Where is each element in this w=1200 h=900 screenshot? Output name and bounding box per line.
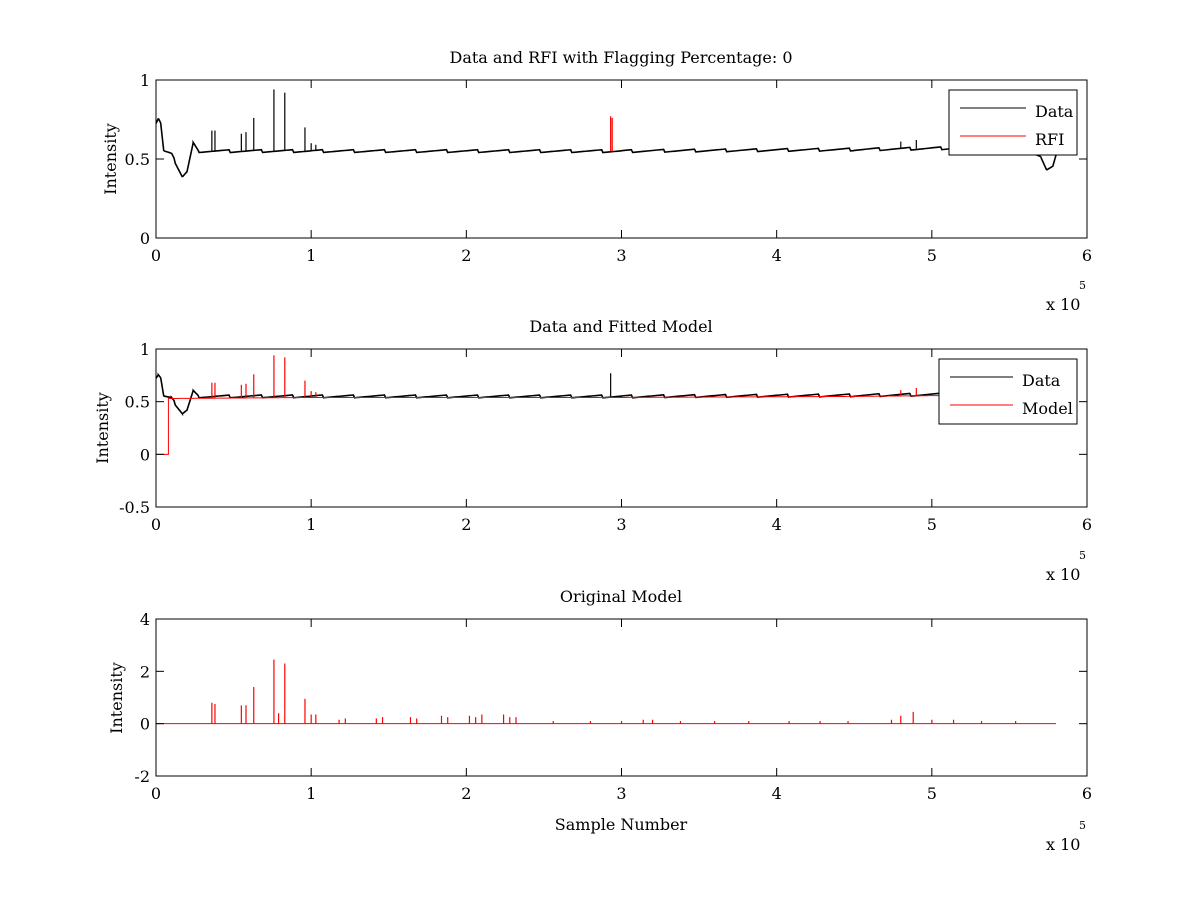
- subplot-2-legend: Data Model: [938, 358, 1078, 425]
- subplot-3-plot: [156, 659, 1056, 725]
- legend-entry-data: Data: [1035, 102, 1074, 121]
- x-tick-label: 0: [151, 246, 161, 265]
- y-tick-label: 1: [140, 71, 150, 90]
- subplot-2: Data and Fitted Model Intensity 0 1 2 3 4 5 6 -…: [93, 317, 1092, 584]
- y-tick-label: 0.5: [125, 150, 150, 169]
- x-tick-label: 3: [616, 515, 626, 534]
- series-model-line: [156, 393, 1025, 455]
- x-tick-label: 4: [772, 515, 782, 534]
- x-tick-label: 6: [1082, 784, 1092, 803]
- x-tick-label: 2: [461, 515, 471, 534]
- subplot-3-axes-box: [155, 618, 1088, 777]
- legend-entry-rfi: RFI: [1035, 130, 1064, 149]
- x-tick-label: 2: [461, 784, 471, 803]
- x-multiplier-exponent: 5: [1079, 549, 1086, 562]
- x-tick-label: 6: [1082, 515, 1092, 534]
- x-tick-label: 0: [151, 515, 161, 534]
- series-data-line: [155, 118, 1059, 178]
- y-tick-label: 0: [140, 445, 150, 464]
- x-tick-label: 0: [151, 784, 161, 803]
- x-tick-label: 5: [927, 246, 937, 265]
- x-multiplier-exponent: 5: [1079, 279, 1086, 292]
- subplot-1-title: Data and RFI with Flagging Percentage: 0: [449, 48, 792, 67]
- x-tick-label: 3: [616, 246, 626, 265]
- x-tick-label: 1: [306, 515, 316, 534]
- x-tick-label: 3: [616, 784, 626, 803]
- x-tick-label: 4: [772, 784, 782, 803]
- y-tick-label: 0.5: [125, 393, 150, 412]
- subplot-2-title: Data and Fitted Model: [529, 317, 712, 336]
- x-tick-label: 4: [772, 246, 782, 265]
- subplot-1-plot: [155, 89, 1059, 178]
- subplot-3-xlabel: Sample Number: [555, 815, 688, 834]
- y-tick-label: 2: [140, 662, 150, 681]
- subplot-2-ticks: 0 1 2 3 4 5 6-0.500.51: [119, 340, 1092, 534]
- subplot-2-ylabel: Intensity: [93, 392, 112, 464]
- subplot-2-plot: [155, 355, 1026, 455]
- y-tick-label: 0: [140, 715, 150, 734]
- x-tick-label: 2: [461, 246, 471, 265]
- y-tick-label: 4: [140, 610, 150, 629]
- x-tick-label: 6: [1082, 246, 1092, 265]
- y-tick-label: 1: [140, 340, 150, 359]
- subplot-3-title: Original Model: [560, 587, 682, 606]
- x-tick-label: 5: [927, 784, 937, 803]
- subplot-1: Data and RFI with Flagging Percentage: 0…: [101, 48, 1092, 314]
- subplot-1-legend: Data RFI: [948, 89, 1078, 156]
- x-tick-label: 5: [927, 515, 937, 534]
- x-multiplier: x 10: [1046, 295, 1080, 314]
- legend-entry-data: Data: [1022, 371, 1061, 390]
- legend-box: [948, 89, 1078, 156]
- y-tick-label: -0.5: [119, 498, 150, 517]
- x-tick-label: 1: [306, 246, 316, 265]
- subplot-3-ylabel: Intensity: [107, 662, 126, 734]
- x-multiplier: x 10: [1046, 835, 1080, 854]
- subplot-1-axes-box: [155, 79, 1088, 239]
- x-multiplier-exponent: 5: [1079, 819, 1086, 832]
- y-tick-label: 0: [140, 229, 150, 248]
- legend-entry-model: Model: [1022, 399, 1073, 418]
- subplot-2-axes-box: [155, 348, 1088, 508]
- series-data-line: [155, 372, 1026, 417]
- subplot-1-ylabel: Intensity: [101, 123, 120, 195]
- x-multiplier: x 10: [1046, 565, 1080, 584]
- legend-box: [938, 358, 1078, 425]
- x-tick-label: 1: [306, 784, 316, 803]
- y-tick-label: -2: [134, 767, 150, 786]
